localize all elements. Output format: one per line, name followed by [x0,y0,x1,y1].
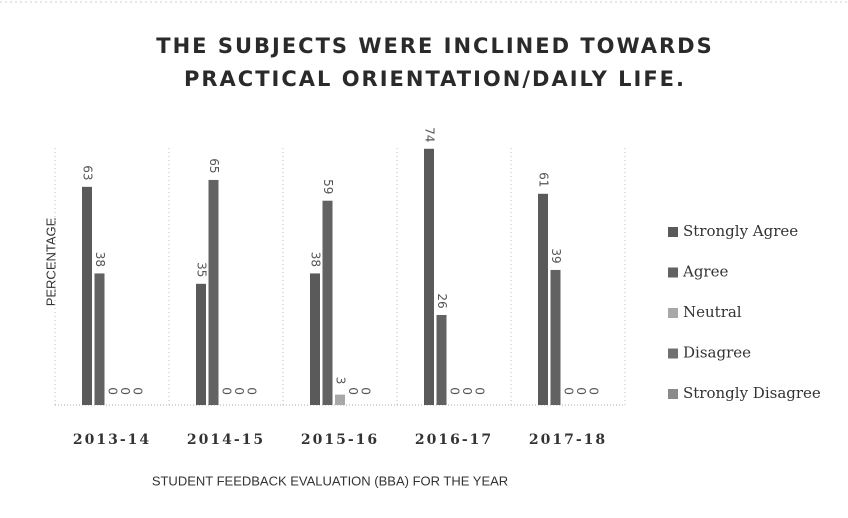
chart-title: PRACTICAL ORIENTATION/DAILY LIFE. [184,67,686,91]
x-tick-label: 2016-17 [415,432,493,448]
data-label: 39 [549,248,563,263]
data-label: 0 [118,387,132,395]
data-label: 26 [435,293,449,308]
data-label: 61 [537,172,551,187]
data-label: 0 [587,387,601,395]
legend-swatch [668,389,678,399]
legend-label: Strongly Agree [683,222,798,240]
legend-swatch [668,227,678,237]
legend-swatch [668,267,678,278]
bar [550,269,561,405]
legend-label: Strongly Disagree [683,384,821,402]
data-label: 59 [321,179,335,194]
data-label: 0 [346,387,360,395]
data-label: 0 [473,387,487,395]
legend-swatch [668,348,678,359]
legend-swatch [668,308,678,318]
data-label: 74 [423,127,437,142]
bar [436,314,447,405]
data-label: 0 [106,387,120,395]
legend-label: Disagree [683,344,751,362]
x-tick-label: 2015-16 [301,432,379,448]
bar [335,394,345,405]
data-label: 0 [131,387,145,395]
data-label: 38 [309,252,323,267]
bar [94,273,105,405]
data-label: 0 [220,387,234,395]
data-label: 0 [562,387,576,395]
chart-title: THE SUBJECTS WERE INCLINED TOWARDS [156,34,713,58]
data-label: 0 [232,387,246,395]
x-axis-label: STUDENT FEEDBACK EVALUATION (BBA) FOR TH… [152,473,508,488]
bar [310,273,320,405]
bar [196,283,206,405]
x-tick-label: 2013-14 [73,432,151,448]
bar [322,200,333,405]
data-label: 0 [460,387,474,395]
data-label: 35 [195,262,209,277]
bar [424,148,434,405]
data-label: 0 [359,387,373,395]
data-label: 65 [207,158,221,173]
bar [82,186,92,405]
legend-label: Agree [682,263,728,281]
data-label: 38 [93,252,107,267]
data-label: 63 [81,165,95,180]
data-label: 0 [574,387,588,395]
bar [538,193,548,405]
y-axis-label: PERCENTAGE [43,217,58,306]
data-label: 3 [334,377,348,385]
data-label: 0 [245,387,259,395]
legend-label: Neutral [683,303,742,321]
x-tick-label: 2014-15 [187,432,265,448]
bar [208,179,219,405]
data-label: 0 [448,387,462,395]
x-tick-label: 2017-18 [529,432,607,448]
